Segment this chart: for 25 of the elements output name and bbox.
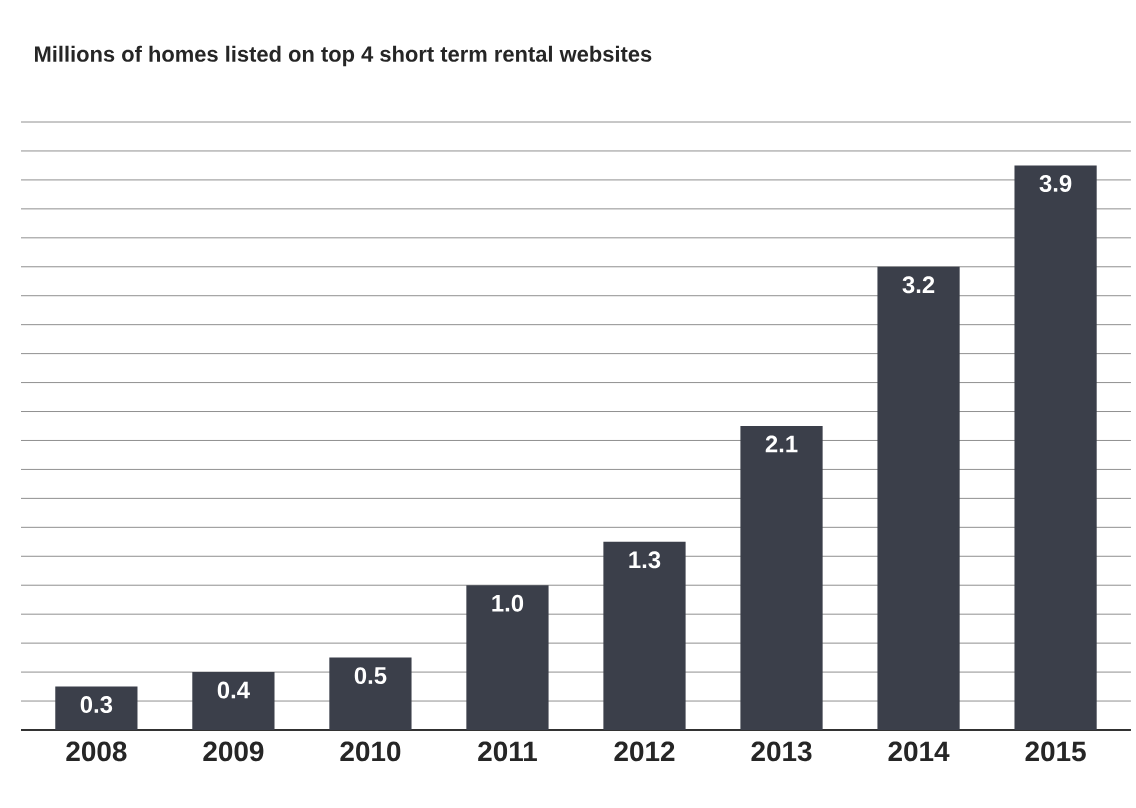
data-label: 1.3	[629, 551, 661, 569]
bar	[192, 672, 275, 730]
data-label: 0.3	[80, 696, 113, 714]
x-tick-label: 2012	[614, 741, 675, 762]
bar	[877, 266, 960, 730]
data-label: 3.2	[902, 276, 935, 294]
data-label: 1.0	[492, 594, 524, 612]
bar	[1014, 165, 1097, 730]
x-tick-label: 2009	[203, 741, 264, 762]
bar	[603, 541, 686, 730]
data-label: 3.9	[1039, 174, 1072, 192]
data-label: 0.5	[354, 667, 387, 685]
x-tick-label: 2013	[751, 741, 812, 762]
data-label: 0.4	[217, 681, 250, 699]
x-tick-label: 2015	[1025, 741, 1086, 762]
data-label: 2.1	[765, 435, 798, 453]
bar	[55, 686, 138, 730]
chart-title: Millions of homes listed on top 4 short term rental websites	[35, 45, 652, 67]
bar	[740, 426, 823, 730]
bar	[466, 585, 549, 730]
x-tick-label: 2011	[478, 741, 537, 762]
x-tick-label: 2008	[66, 741, 127, 762]
x-tick-label: 2010	[340, 741, 401, 762]
x-tick-label: 2014	[888, 741, 950, 762]
bar	[329, 657, 412, 730]
